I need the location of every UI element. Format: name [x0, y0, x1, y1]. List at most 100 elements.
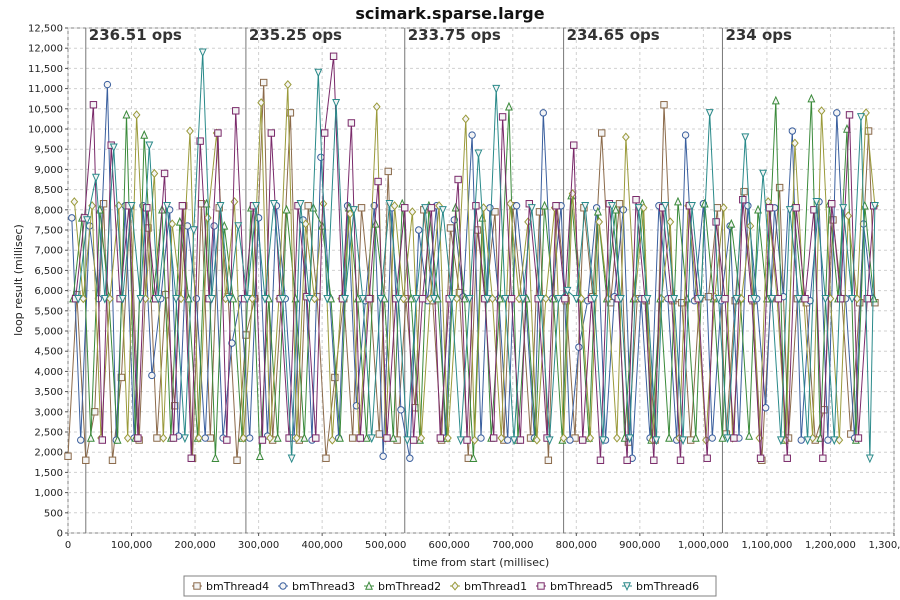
data-point-bmThread2 — [807, 93, 816, 103]
data-point-bmThread1 — [541, 294, 550, 304]
data-point-bmThread6 — [118, 294, 127, 304]
data-point-bmThread6 — [483, 294, 492, 304]
data-point-bmThread2 — [282, 204, 291, 214]
data-point-bmThread1 — [586, 433, 595, 443]
data-point-bmThread6 — [518, 294, 527, 304]
y-tick-label: 9,000 — [34, 165, 63, 176]
data-point-bmThread1 — [257, 98, 266, 108]
x-tick-label: 500,000 — [365, 540, 406, 551]
x-axis-ticks: 0 100,000 200,000 300,000 400,000 500,000 600,… — [65, 533, 900, 551]
legend-swatch-marker — [365, 580, 373, 590]
data-point-bmThread5 — [507, 294, 516, 303]
y-tick-label: 1,500 — [34, 468, 63, 479]
data-point-bmThread5 — [214, 129, 222, 137]
data-point-bmThread1 — [123, 433, 132, 443]
legend-item-bmThread3: bmThread3 — [278, 580, 355, 593]
run-labels: 236.51 ops 235.25 ops 233.75 ops 234.65 ops… — [89, 26, 792, 44]
data-point-bmThread2 — [407, 293, 416, 303]
data-point-bmThread1 — [497, 433, 506, 443]
data-point-bmThread5 — [792, 204, 800, 212]
data-point-bmThread3 — [744, 202, 752, 210]
data-point-bmThread6 — [830, 436, 839, 446]
data-point-bmThread3 — [708, 434, 716, 442]
data-point-bmThread5 — [401, 204, 409, 212]
data-point-bmThread5 — [160, 169, 169, 178]
data-point-bmThread6 — [385, 200, 394, 209]
x-axis-title: time from start (millisec) — [413, 556, 550, 569]
legend-label: bmThread4 — [206, 580, 269, 593]
data-point-bmThread6 — [536, 294, 545, 304]
data-point-bmThread4 — [704, 292, 713, 301]
data-point-bmThread2 — [673, 196, 682, 206]
legend-item-bmThread6: bmThread6 — [622, 580, 699, 593]
y-tick-label: 8,000 — [34, 205, 63, 216]
data-point-bmThread6 — [679, 436, 688, 446]
data-point-bmThread3 — [833, 109, 841, 117]
data-point-bmThread1 — [453, 294, 461, 304]
data-point-bmThread5 — [819, 454, 827, 462]
data-point-bmThread3 — [761, 404, 770, 412]
data-point-bmThread5 — [845, 111, 854, 119]
y-tick-label: 2,000 — [34, 448, 63, 459]
data-point-bmThread6 — [234, 222, 243, 231]
y-tick-label: 7,500 — [34, 226, 63, 237]
run-label: 234 ops — [725, 26, 792, 44]
data-point-bmThread3 — [77, 436, 85, 444]
data-point-bmThread2 — [504, 101, 513, 111]
data-point-bmThread6 — [732, 294, 741, 304]
data-point-bmThread4 — [678, 299, 686, 307]
data-point-bmThread4 — [304, 202, 312, 210]
y-tick-label: 12,000 — [28, 44, 63, 55]
data-point-bmThread6 — [839, 204, 848, 213]
data-point-bmThread6 — [163, 202, 172, 211]
y-tick-label: 2,500 — [34, 428, 63, 439]
data-point-bmThread5 — [703, 454, 711, 462]
data-point-bmThread5 — [516, 436, 525, 444]
data-point-bmThread5 — [196, 137, 204, 145]
data-point-bmThread5 — [490, 434, 498, 442]
data-point-bmThread6 — [803, 436, 812, 446]
data-point-bmThread1 — [488, 294, 497, 304]
y-tick-label: 8,500 — [34, 185, 63, 196]
data-point-bmThread5 — [329, 52, 338, 60]
data-point-bmThread3 — [415, 226, 423, 234]
data-point-bmThread3 — [379, 452, 387, 460]
legend-swatch-marker — [279, 582, 287, 590]
data-point-bmThread2 — [300, 433, 309, 442]
series-bmThread1 — [70, 79, 879, 445]
data-point-bmThread5 — [374, 177, 382, 186]
data-point-bmThread5 — [89, 101, 98, 109]
data-point-bmThread4 — [446, 224, 455, 232]
data-point-bmThread6 — [189, 226, 198, 236]
data-point-bmThread5 — [578, 436, 587, 444]
data-point-bmThread2 — [691, 433, 700, 442]
data-point-bmThread2 — [549, 293, 558, 303]
data-point-bmThread6 — [332, 99, 341, 108]
data-point-bmThread1 — [639, 203, 648, 213]
data-point-bmThread5 — [570, 141, 578, 149]
data-point-bmThread6 — [625, 434, 634, 444]
data-point-bmThread3 — [228, 339, 236, 347]
data-point-bmThread5 — [427, 204, 436, 212]
data-point-bmThread6 — [768, 294, 776, 304]
data-point-bmThread5 — [134, 434, 142, 442]
data-point-bmThread1 — [622, 132, 630, 142]
data-point-bmThread5 — [836, 294, 845, 303]
data-point-bmThread6 — [510, 436, 519, 446]
data-point-bmThread5 — [721, 294, 729, 303]
legend-label: bmThread2 — [378, 580, 441, 593]
data-point-bmThread3 — [397, 406, 405, 414]
data-point-bmThread2 — [611, 204, 620, 214]
data-point-bmThread6 — [109, 143, 118, 153]
data-point-bmThread1 — [239, 433, 248, 443]
data-point-bmThread4 — [153, 434, 161, 442]
data-point-bmThread6 — [856, 113, 865, 122]
x-tick-label: 1,300,000 — [869, 540, 900, 551]
data-point-bmThread6 — [527, 204, 536, 213]
data-point-bmThread5 — [774, 294, 783, 303]
data-point-bmThread4 — [64, 452, 72, 460]
data-point-bmThread5 — [454, 175, 462, 184]
data-point-bmThread6 — [750, 294, 759, 304]
data-point-bmThread1 — [817, 106, 826, 116]
data-point-bmThread1 — [444, 433, 452, 443]
